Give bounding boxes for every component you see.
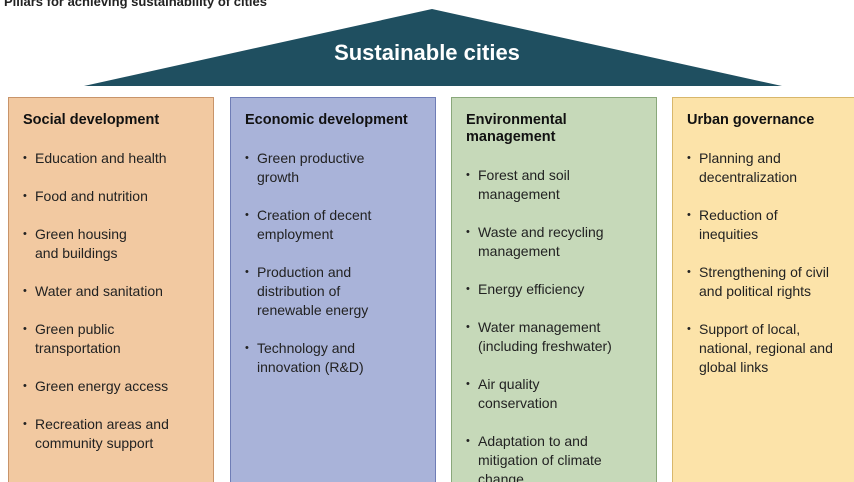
pillar-title: Economic development — [245, 112, 408, 128]
pillar-item: Production and distribution of renewable… — [245, 263, 425, 320]
pillar-item: Forest and soil management — [466, 166, 646, 204]
pillar-item: Food and nutrition — [23, 187, 203, 206]
pillar-title: Urban governance — [687, 112, 815, 128]
roof-shape — [84, 9, 782, 86]
pillar-item: Green housing and buildings — [23, 225, 203, 263]
pillar-item: Air quality conservation — [466, 375, 646, 413]
pillar-item: Green public transportation — [23, 320, 203, 358]
pillar-item: Reduction of inequities — [687, 206, 851, 244]
pillar-item: Strengthening of civil and political rig… — [687, 263, 851, 301]
pillar: Economic development Green productive gro… — [230, 97, 436, 482]
pillar-item: Waste and recycling management — [466, 223, 646, 261]
pillar-item: Water and sanitation — [23, 282, 203, 301]
pillar-item: Support of local, national, regional and… — [687, 320, 851, 377]
pillar-item: Creation of decent employment — [245, 206, 425, 244]
roof-label: Sustainable cities — [334, 40, 520, 65]
pillar-item: Energy efficiency — [466, 280, 646, 299]
pillar-item: Planning and decentralization — [687, 149, 851, 187]
pillar-item: Adaptation to and mitigation of climate … — [466, 432, 646, 482]
pillar: Urban governance Planning and decentraliz… — [672, 97, 854, 482]
roof-triangle — [84, 9, 782, 86]
pillar-item: Water management (including freshwater) — [466, 318, 646, 356]
pillar: Environmental management Forest and soil … — [451, 97, 657, 482]
pillar-item: Technology and innovation (R&D) — [245, 339, 425, 377]
pillar-title: Environmental management — [466, 112, 567, 145]
pillar: Social development Education and health Fo… — [8, 97, 214, 482]
title: Pillars for achieving sustainability of … — [4, 0, 267, 9]
pillar-item: Education and health — [23, 149, 203, 168]
pillar-title: Social development — [23, 112, 160, 128]
pillar-item: Recreation areas and community support — [23, 415, 203, 453]
pillar-item: Green productive growth — [245, 149, 425, 187]
pillar-item: Green energy access — [23, 377, 203, 396]
